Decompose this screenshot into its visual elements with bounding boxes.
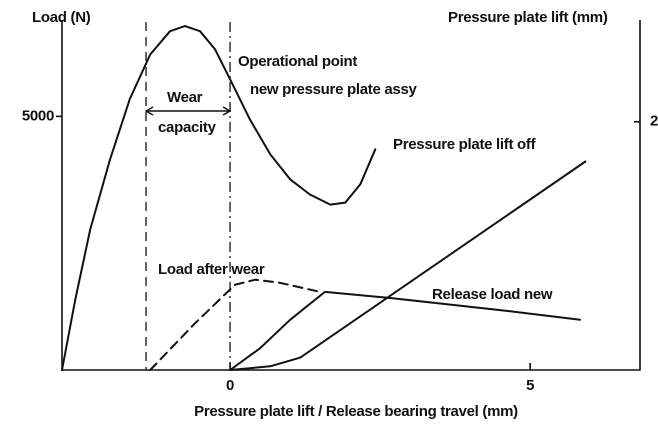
x-tick-label: 0 — [226, 377, 234, 394]
y2-tick-label: 2 — [650, 113, 658, 130]
series-line — [149, 278, 322, 371]
series-line — [229, 160, 587, 371]
series-label: Load after wear — [158, 261, 265, 278]
axis-frame — [61, 20, 641, 371]
y2-axis-label: Pressure plate lift (mm) — [448, 9, 608, 26]
wear-arrow — [222, 106, 232, 116]
x-axis-label: Pressure plate lift / Release bearing tr… — [194, 403, 518, 420]
series-line — [229, 290, 581, 371]
annotation: capacity — [158, 119, 217, 136]
series-label: Pressure plate lift off — [393, 136, 537, 153]
wear-arrow — [144, 106, 154, 116]
annotation: Wear — [167, 89, 203, 106]
y-tick-label: 5000 — [22, 107, 54, 124]
y-axis-label: Load (N) — [32, 9, 91, 26]
x-tick-label: 5 — [526, 377, 534, 394]
series-label: Release load new — [432, 286, 553, 303]
annotation: Operational point — [238, 53, 357, 70]
annotation: new pressure plate assy — [250, 81, 417, 98]
series-line — [61, 25, 377, 371]
